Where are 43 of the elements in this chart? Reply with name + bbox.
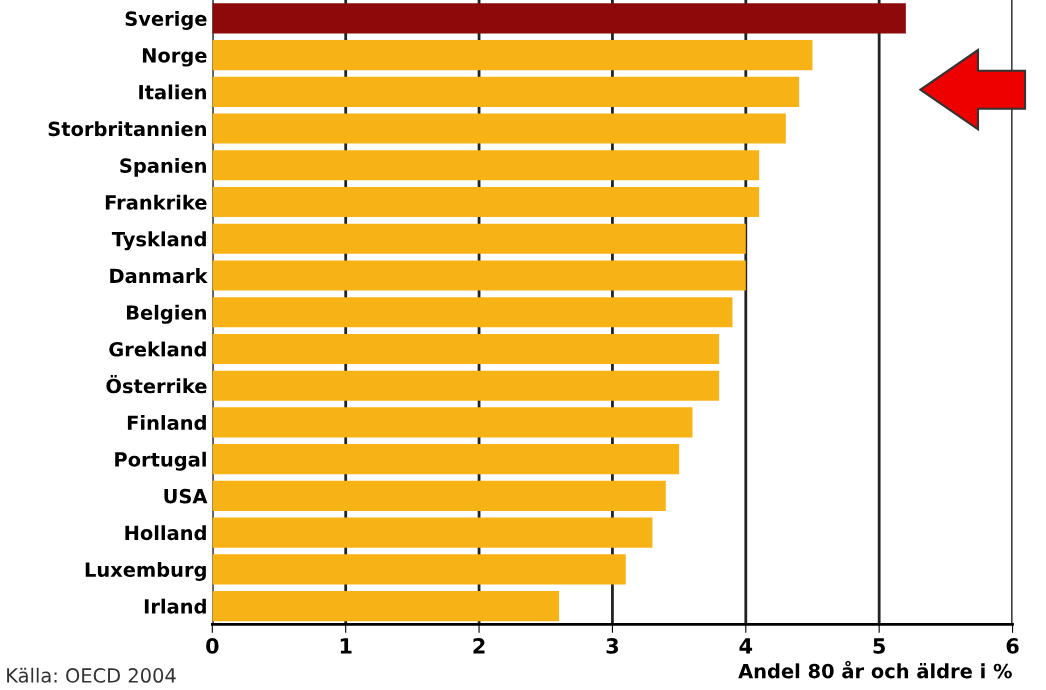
bar: [212, 444, 680, 475]
x-tick-label: 1: [340, 638, 352, 654]
bar: [212, 407, 693, 438]
x-tick-label: 6: [1006, 638, 1019, 654]
y-tick-label: Portugal: [115, 451, 206, 471]
bar: [212, 480, 666, 511]
bar: [212, 333, 720, 365]
y-tick-label: Belgien: [126, 304, 206, 324]
y-tick-label: Tyskland: [111, 231, 206, 251]
bar: [212, 76, 800, 107]
y-tick-label: Spanien: [120, 157, 206, 177]
bar: [212, 3, 906, 34]
x-tick-label: 5: [873, 638, 885, 654]
y-tick-label: Italien: [139, 84, 206, 100]
y-tick-label: Frankrike: [105, 194, 207, 210]
x-tick-label: 3: [606, 638, 619, 654]
y-tick-label: Holland: [125, 525, 206, 541]
bar: [212, 554, 626, 585]
bar: [212, 223, 746, 254]
y-tick-label: Luxemburg: [85, 561, 206, 581]
bar: [212, 113, 786, 144]
y-tick-label: Österrike: [106, 375, 207, 394]
bar: [212, 591, 560, 622]
y-tick-label: Sverige: [125, 10, 207, 30]
y-tick-label: Storbritannien: [48, 121, 206, 137]
bar: [212, 186, 760, 218]
x-tick-label: 2: [473, 638, 485, 654]
bar: [212, 297, 733, 328]
y-tick-label: Irland: [144, 598, 206, 614]
bar: [212, 150, 760, 181]
bar: [212, 260, 746, 291]
y-tick-label: Finland: [127, 415, 206, 431]
y-tick-label: Norge: [142, 48, 207, 67]
bar: [212, 40, 813, 71]
text: Källa: OECD 2004: [7, 667, 176, 683]
y-tick-label: USA: [164, 488, 208, 504]
x-tick-label: 4: [739, 638, 753, 654]
y-tick-label: Grekland: [109, 341, 206, 357]
bar: [212, 370, 720, 401]
x-tick-label: 0: [206, 638, 219, 654]
x-axis-title: Andel 80 år och äldre i %: [738, 660, 1012, 679]
bar: [212, 517, 653, 548]
y-tick-label: Danmark: [110, 268, 208, 284]
